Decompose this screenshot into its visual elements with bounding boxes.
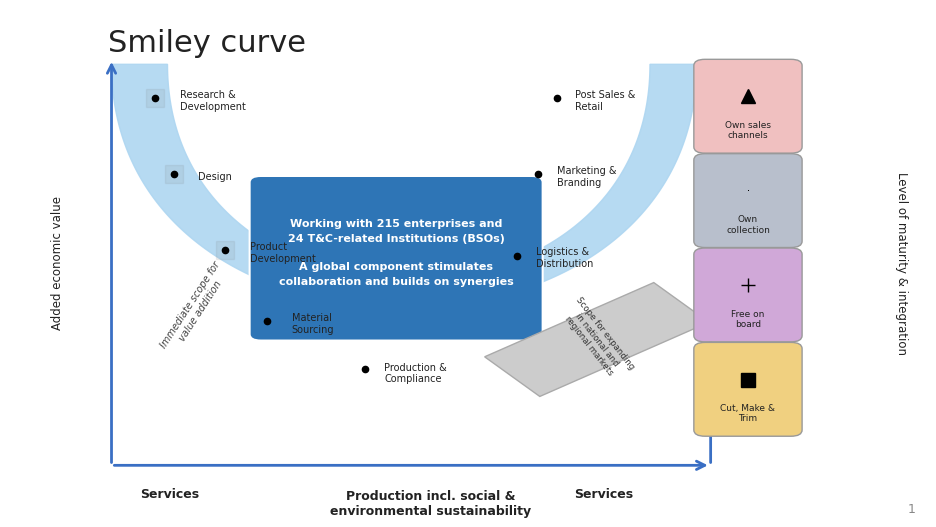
Text: Scope for expanding
in national and
regional markets: Scope for expanding in national and regi… <box>558 295 636 384</box>
FancyBboxPatch shape <box>710 365 785 394</box>
Text: Material
Sourcing: Material Sourcing <box>292 313 334 335</box>
Bar <box>251 314 286 345</box>
Text: Production &
Compliance: Production & Compliance <box>384 363 446 384</box>
FancyBboxPatch shape <box>710 177 785 205</box>
FancyBboxPatch shape <box>710 82 785 111</box>
FancyBboxPatch shape <box>694 343 802 436</box>
Text: Marketing &
Branding: Marketing & Branding <box>557 166 616 188</box>
FancyBboxPatch shape <box>694 60 802 153</box>
Text: 1: 1 <box>908 503 916 516</box>
Bar <box>209 243 244 274</box>
Text: Own sales
channels: Own sales channels <box>725 121 771 140</box>
Text: Post Sales &
Retail: Post Sales & Retail <box>576 90 636 112</box>
Text: Services: Services <box>574 487 633 501</box>
Text: Production incl. social &
environmental sustainability: Production incl. social & environmental … <box>330 490 532 518</box>
FancyBboxPatch shape <box>694 154 802 248</box>
Text: Immediate scope for
value addition: Immediate scope for value addition <box>159 260 232 356</box>
Text: Logistics &
Distribution: Logistics & Distribution <box>536 248 593 269</box>
Bar <box>157 168 193 198</box>
Polygon shape <box>111 64 696 308</box>
Bar <box>139 92 174 122</box>
Text: Free on
board: Free on board <box>731 310 765 329</box>
Text: Design: Design <box>198 172 232 182</box>
Text: Research &
Development: Research & Development <box>180 90 245 112</box>
Text: Smiley curve: Smiley curve <box>108 29 306 58</box>
Text: Working with 215 enterprises and
24 T&C-related Institutions (BSOs)

A global co: Working with 215 enterprises and 24 T&C-… <box>279 219 514 287</box>
FancyBboxPatch shape <box>694 248 802 342</box>
FancyBboxPatch shape <box>710 271 785 299</box>
FancyBboxPatch shape <box>250 176 543 340</box>
Text: Product
Development: Product Development <box>250 242 315 264</box>
Text: Own
collection: Own collection <box>726 215 770 235</box>
Text: Services: Services <box>139 487 199 501</box>
Text: Added economic value: Added economic value <box>51 197 64 330</box>
Text: Cut, Make &
Trim: Cut, Make & Trim <box>721 404 775 423</box>
Text: Level of maturity & integration: Level of maturity & integration <box>896 172 909 355</box>
Polygon shape <box>485 282 709 396</box>
